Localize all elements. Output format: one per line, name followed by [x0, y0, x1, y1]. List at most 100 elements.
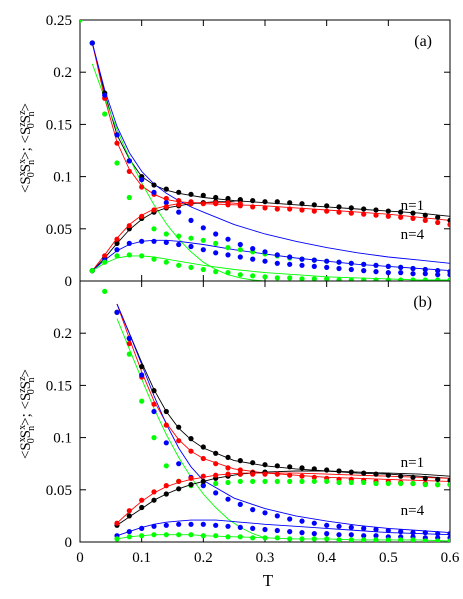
data-point	[250, 478, 256, 484]
data-point	[126, 252, 132, 258]
data-point	[213, 461, 219, 467]
data-point	[262, 526, 268, 533]
data-point	[361, 211, 367, 217]
data-point	[435, 531, 441, 537]
data-point	[213, 269, 219, 275]
data-point	[348, 210, 354, 216]
data-point	[225, 471, 231, 477]
data-point	[410, 265, 416, 272]
data-point	[250, 460, 256, 466]
data-point	[324, 478, 330, 484]
data-point	[311, 202, 317, 208]
data-point	[176, 461, 182, 467]
data-point	[139, 184, 145, 190]
series-line	[91, 63, 266, 281]
data-point	[410, 537, 416, 542]
data-point	[139, 497, 145, 503]
y-tick-label: 0.15	[46, 117, 72, 133]
data-point	[163, 239, 169, 245]
data-point	[262, 478, 268, 484]
data-point	[274, 260, 280, 266]
data-point	[163, 422, 169, 428]
data-point	[250, 198, 256, 204]
data-point	[163, 483, 169, 489]
data-point	[287, 529, 293, 535]
data-point	[225, 534, 231, 540]
y-tick-label: 0.1	[53, 431, 72, 447]
data-point	[188, 436, 194, 442]
data-point	[373, 269, 379, 275]
data-point	[262, 535, 268, 541]
data-point	[237, 241, 243, 248]
data-point	[385, 277, 391, 281]
data-point	[348, 469, 354, 475]
data-point	[102, 111, 108, 117]
data-point	[151, 189, 157, 195]
data-point	[200, 533, 206, 539]
data-point	[139, 213, 145, 219]
data-point	[200, 225, 206, 231]
data-point	[422, 271, 428, 277]
data-point	[250, 204, 256, 210]
plot-frame	[79, 280, 451, 543]
data-point	[126, 335, 132, 341]
data-point	[447, 217, 450, 223]
data-point	[151, 238, 157, 244]
data-point	[250, 246, 256, 252]
data-point	[422, 266, 428, 273]
data-point	[151, 226, 157, 232]
data-point	[398, 214, 404, 220]
data-point	[139, 364, 145, 370]
data-point	[435, 214, 441, 220]
data-point	[274, 252, 280, 258]
data-point	[200, 201, 206, 207]
data-point	[176, 202, 182, 208]
data-point	[435, 268, 441, 274]
y-tick-label: 0.05	[46, 483, 72, 499]
data-point	[299, 201, 305, 207]
data-point	[311, 531, 317, 537]
data-point	[373, 526, 379, 533]
data-point	[447, 222, 450, 228]
data-point	[398, 270, 404, 276]
data-point	[287, 275, 293, 281]
data-point	[361, 525, 367, 532]
data-point	[447, 531, 450, 537]
x-tick-label: 0.3	[256, 550, 275, 566]
data-point	[385, 263, 391, 269]
data-point	[151, 497, 157, 503]
data-point	[373, 480, 379, 487]
x-tick-label: 0.2	[194, 550, 213, 566]
panel-a: 0 0.05 0.1 0.15 0.2 0.25 (a) n=1 n=4	[46, 13, 451, 290]
data-point	[176, 209, 182, 215]
data-point	[348, 537, 354, 542]
data-point	[324, 258, 330, 264]
data-point	[163, 259, 169, 265]
data-point	[287, 472, 293, 478]
data-point	[422, 482, 428, 488]
y-axis-label-b: <Sx0Sxn>; <Sz0Szn>	[17, 369, 37, 459]
data-point	[213, 533, 219, 539]
data-point	[126, 240, 132, 246]
annotation: n=1	[401, 455, 424, 471]
data-point	[398, 537, 404, 542]
data-point	[114, 132, 120, 138]
data-point	[225, 252, 231, 258]
data-point	[336, 479, 342, 486]
series-line	[116, 534, 450, 542]
data-point	[176, 438, 182, 444]
data-point	[398, 480, 404, 487]
data-point	[274, 527, 280, 534]
data-point	[213, 250, 219, 256]
data-point	[237, 247, 243, 253]
data-point	[299, 262, 305, 268]
x-axis-label: T	[263, 571, 274, 590]
data-point	[373, 262, 379, 268]
data-point	[410, 271, 416, 277]
plot-area	[80, 20, 450, 281]
data-point	[188, 264, 194, 270]
data-point	[385, 472, 391, 478]
data-point	[188, 235, 194, 241]
data-point	[336, 537, 342, 542]
data-point	[163, 204, 169, 210]
